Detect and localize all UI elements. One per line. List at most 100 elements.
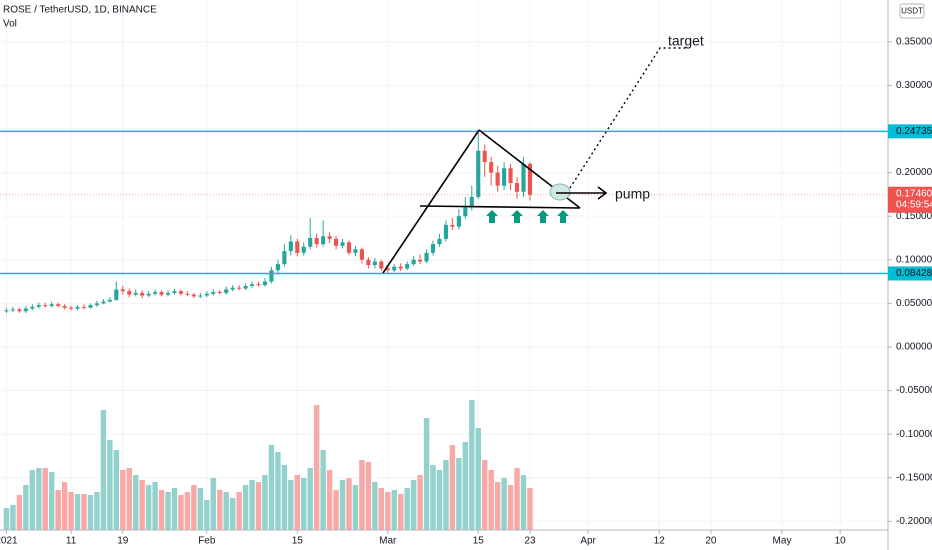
y-tick-label: 0.30000 <box>896 80 932 91</box>
drawings <box>382 47 688 274</box>
candle-body <box>430 244 436 253</box>
volume-label: Vol <box>3 19 17 30</box>
volume-bar <box>391 490 397 530</box>
currency-box[interactable] <box>899 3 925 19</box>
candle-body <box>101 301 106 304</box>
volume-bar <box>3 508 10 530</box>
candle-body <box>489 162 494 173</box>
last-price-box <box>888 186 932 213</box>
candle-body <box>353 249 358 253</box>
volume-bar <box>359 460 365 530</box>
x-tick-label: May <box>773 536 792 547</box>
up-arrow <box>511 210 523 223</box>
volume-bar <box>462 442 469 530</box>
y-tick-label: -0.15000 <box>896 472 932 483</box>
annotation: target <box>668 33 704 49</box>
x-tick-label: Feb <box>198 536 216 547</box>
candle-body <box>30 306 35 309</box>
volume-bar <box>29 470 36 530</box>
candle-body <box>107 299 112 302</box>
candle-body <box>94 303 100 306</box>
up-arrow <box>537 210 549 223</box>
volume-bar <box>456 458 462 530</box>
candle-body <box>269 270 274 282</box>
x-tick-label: Mar <box>379 536 397 547</box>
candle-body <box>249 284 255 286</box>
candle-body <box>81 306 87 308</box>
volume-bar <box>507 485 514 530</box>
candle-body <box>56 304 61 306</box>
candle-layer <box>4 129 533 313</box>
triangle-left <box>382 129 480 274</box>
candle-body <box>275 264 280 271</box>
candle-body <box>392 266 397 271</box>
volume-bar <box>81 494 87 530</box>
volume-bar <box>423 418 430 530</box>
volume-bar <box>165 492 171 530</box>
x-tick-label: 11 <box>66 536 77 547</box>
candle-body <box>185 293 190 295</box>
volume-bar <box>494 482 501 530</box>
volume-bar <box>404 488 410 530</box>
volume-bar <box>210 478 216 530</box>
y-tick-label: 0.05000 <box>896 298 932 309</box>
candle-body <box>282 251 287 265</box>
volume-bar <box>346 478 352 530</box>
candle-body <box>153 292 158 294</box>
candle-body <box>211 292 216 294</box>
breakout-ellipse <box>549 183 571 201</box>
candle-body <box>437 238 442 245</box>
candle-body <box>366 259 371 265</box>
candle-body <box>502 168 507 186</box>
candle-body <box>120 289 125 292</box>
up-arrow <box>486 210 498 223</box>
volume-bar <box>223 492 229 530</box>
candle-body <box>43 305 48 307</box>
candle-body <box>405 264 410 269</box>
y-tick-label: 0.00000 <box>896 342 932 353</box>
volume-bar <box>326 470 333 530</box>
volume-bar <box>268 445 275 530</box>
volume-bar <box>365 462 372 530</box>
volume-bar <box>87 495 94 530</box>
volume-bar <box>436 470 443 530</box>
candle-body <box>23 308 28 312</box>
candle-body <box>288 241 293 252</box>
volume-bar <box>94 492 100 530</box>
volume-bar <box>514 468 520 530</box>
candle-body <box>262 281 268 286</box>
volume-bar <box>229 498 236 530</box>
volume-bar <box>107 440 113 530</box>
volume-bar <box>281 465 288 530</box>
currency[interactable]: USDT <box>901 7 923 16</box>
volume-bar <box>378 488 385 530</box>
volume-bar <box>527 488 533 530</box>
volume-bar <box>10 505 16 530</box>
candle-body <box>514 183 520 192</box>
volume-bar <box>352 485 359 530</box>
volume-bar <box>100 410 107 530</box>
grid <box>0 0 888 530</box>
volume-bar <box>430 465 436 530</box>
volume-bar <box>152 482 158 530</box>
candle-body <box>217 292 222 294</box>
volume-bar <box>339 480 346 530</box>
volume-bar <box>275 452 281 530</box>
volume-bar <box>255 482 262 530</box>
volume-bar <box>113 450 120 530</box>
x-tick-label: 23 <box>524 536 536 547</box>
volume-bar <box>372 482 378 530</box>
triangle-base <box>419 205 581 209</box>
candle-body <box>224 289 229 293</box>
volume-bar <box>191 485 197 530</box>
volume-bar <box>16 495 23 530</box>
candle-body <box>10 309 15 311</box>
volume-bar <box>249 480 255 530</box>
volume-bar <box>501 478 507 530</box>
volume-bar <box>126 468 132 530</box>
volume-bar <box>139 480 145 530</box>
y-tick-label: 0.20000 <box>896 167 932 178</box>
candle-body <box>62 305 67 308</box>
volume-bar <box>488 470 494 530</box>
candle-body <box>372 261 377 265</box>
